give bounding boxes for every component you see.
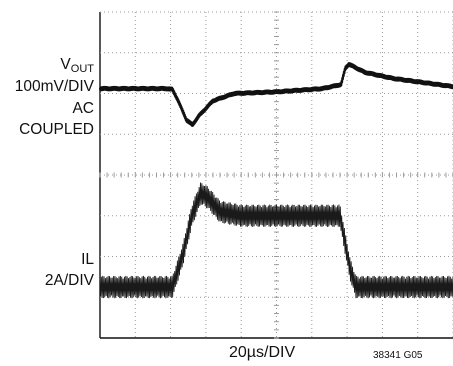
il-trace xyxy=(99,182,453,299)
vout-trace xyxy=(98,62,453,128)
vout-coupling-label-line1: AC xyxy=(72,100,94,117)
vout-coupling-label-line2: COUPLED xyxy=(19,121,94,138)
il-scale-label: 2A/DIV xyxy=(44,272,94,289)
vout-label-main: V xyxy=(60,56,71,73)
vout-label-subscript: OUT xyxy=(70,63,94,75)
time-scale-label: 20µs/DIV xyxy=(229,344,296,361)
vout-trace-label: VOUT xyxy=(10,56,94,78)
scope-traces xyxy=(98,62,453,299)
il-trace-label: IL xyxy=(81,251,94,268)
figure-code-label: 38341 G05 xyxy=(373,350,423,361)
vout-scale-label: 100mV/DIV xyxy=(14,78,94,95)
